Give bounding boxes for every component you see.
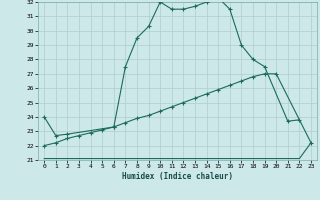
- X-axis label: Humidex (Indice chaleur): Humidex (Indice chaleur): [122, 172, 233, 181]
